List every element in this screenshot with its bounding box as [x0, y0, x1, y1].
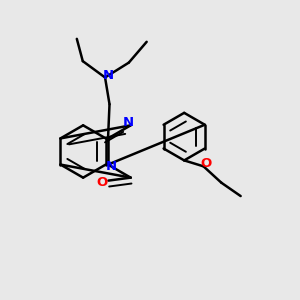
Text: O: O	[200, 157, 211, 170]
Text: N: N	[105, 160, 117, 173]
Text: N: N	[103, 70, 114, 83]
Text: O: O	[97, 176, 108, 189]
Text: N: N	[123, 116, 134, 130]
